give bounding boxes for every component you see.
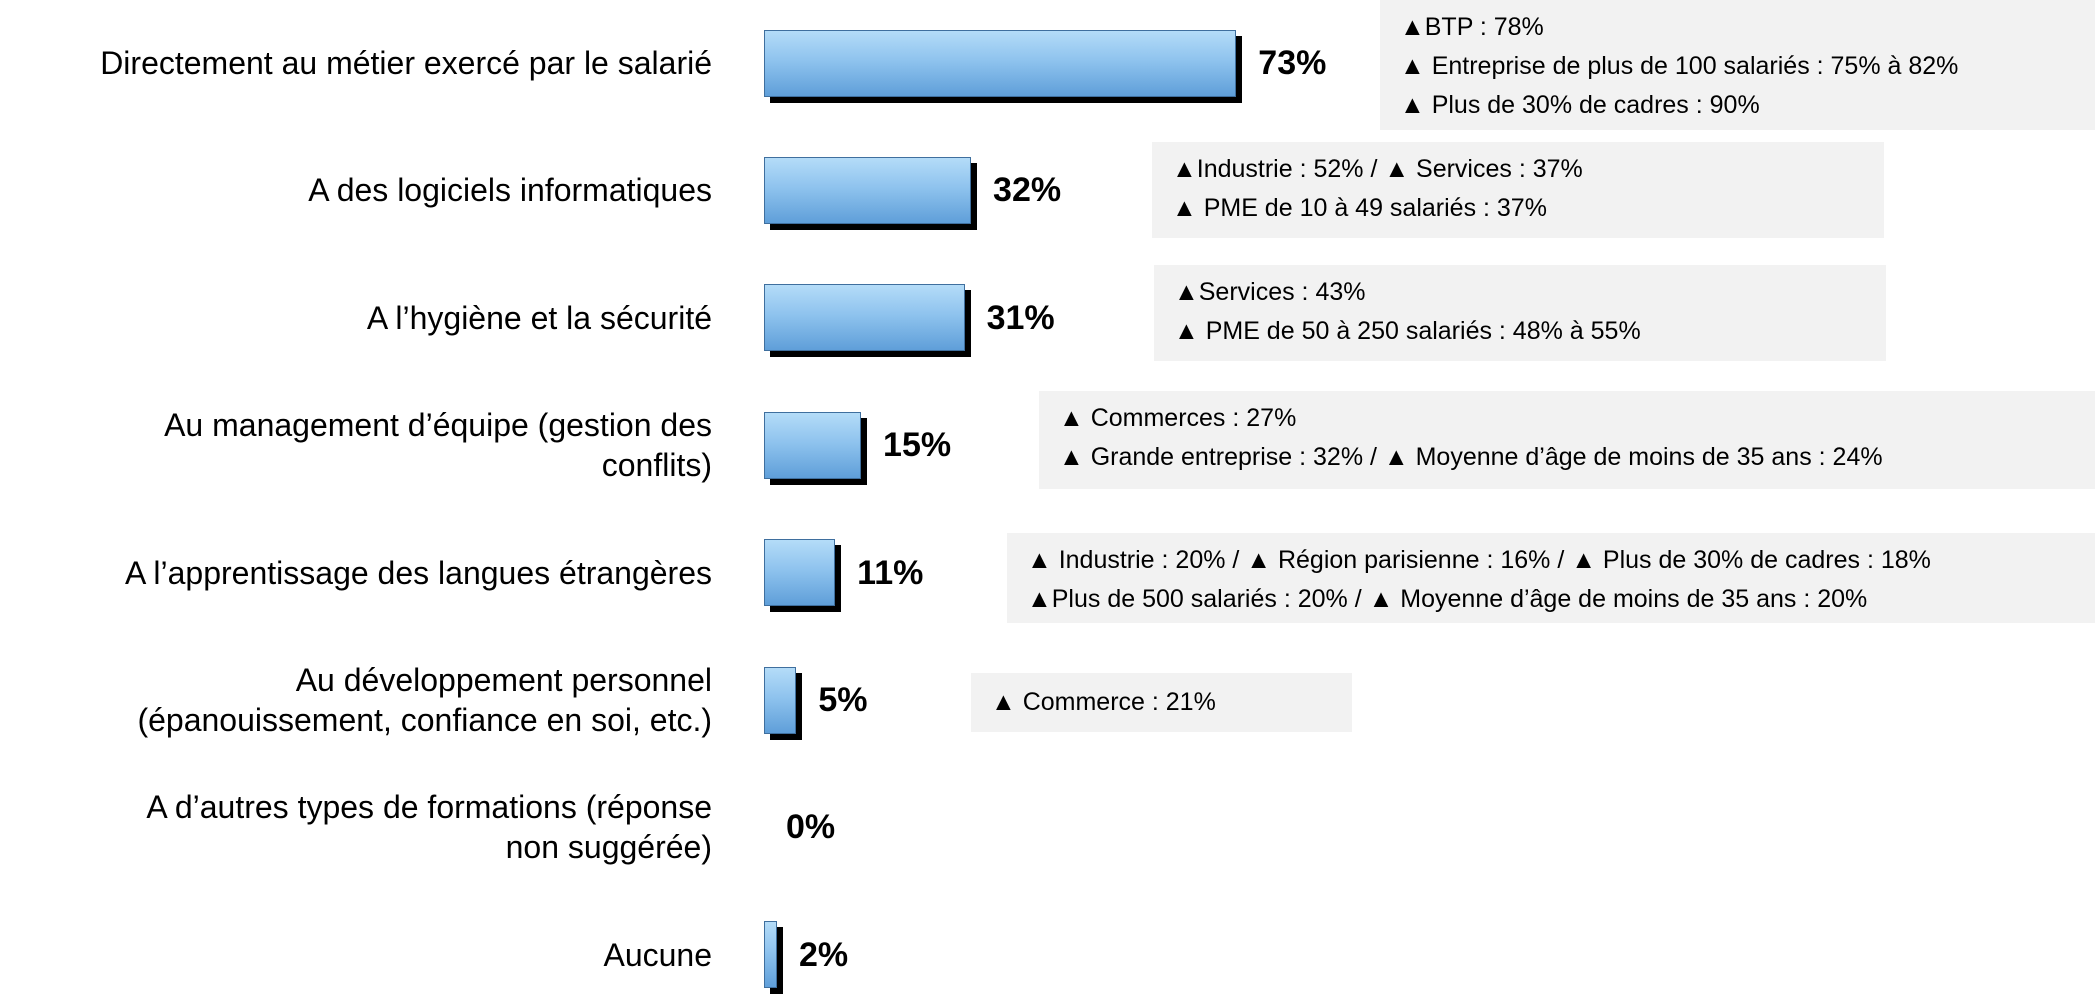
annotation-box: ▲Industrie : 52% / ▲ Services : 37% ▲ PME… bbox=[1152, 142, 1884, 238]
bar bbox=[764, 29, 1237, 97]
annotation-line: ▲Plus de 500 salariés : 20% / ▲ Moyenne … bbox=[1027, 585, 1868, 613]
value-label: 5% bbox=[818, 681, 868, 719]
category-label: Directement au métier exercé par le sala… bbox=[100, 45, 712, 81]
category-label: A des logiciels informatiques bbox=[308, 172, 712, 209]
bar bbox=[764, 284, 965, 352]
category-label: A d’autres types de formations (réponse … bbox=[146, 789, 712, 866]
value-label: 32% bbox=[993, 171, 1062, 210]
annotation-box: ▲ Industrie : 20% / ▲ Région parisienne … bbox=[1007, 533, 2095, 623]
annotation-box: ▲ Commerce : 21% bbox=[971, 673, 1352, 732]
bar bbox=[764, 666, 797, 734]
bar bbox=[764, 921, 777, 989]
value-label: 2% bbox=[798, 935, 849, 974]
annotation-line: ▲ Grande entreprise : 32% / ▲ Moyenne d’… bbox=[1059, 443, 1883, 471]
category-label: Aucune bbox=[603, 936, 712, 973]
annotation-line: ▲Industrie : 52% / ▲ Services : 37% bbox=[1172, 155, 1583, 183]
annotation-box: ▲ Commerces : 27% ▲ Grande entreprise : 3… bbox=[1039, 391, 2095, 489]
annotation-line: ▲ Plus de 30% de cadres : 90% bbox=[1400, 91, 1760, 119]
annotation-line: ▲ Commerce : 21% bbox=[991, 688, 1216, 716]
annotation-box: ▲BTP : 78% ▲ Entreprise de plus de 100 sa… bbox=[1380, 0, 2095, 130]
category-label: A l’apprentissage des langues étrangères bbox=[124, 554, 712, 591]
annotation-line: ▲BTP : 78% bbox=[1400, 13, 1544, 41]
annotation-line: ▲ PME de 50 à 250 salariés : 48% à 55% bbox=[1174, 317, 1641, 345]
annotation-line: ▲ Entreprise de plus de 100 salariés : 7… bbox=[1400, 52, 1959, 80]
bar bbox=[764, 539, 836, 607]
value-label: 73% bbox=[1258, 44, 1327, 82]
value-label: 31% bbox=[986, 298, 1055, 337]
annotation-line: ▲Services : 43% bbox=[1174, 278, 1366, 306]
category-label: Au développement personnel (épanouisseme… bbox=[137, 662, 712, 738]
category-label: A l’hygiène et la sécurité bbox=[366, 299, 712, 336]
value-label: 0% bbox=[786, 808, 836, 847]
value-label: 11% bbox=[857, 553, 924, 592]
annotation-line: ▲ PME de 10 à 49 salariés : 37% bbox=[1172, 194, 1547, 222]
value-label: 15% bbox=[883, 426, 952, 465]
annotation-box: ▲Services : 43% ▲ PME de 50 à 250 salarié… bbox=[1154, 265, 1886, 361]
annotation-line: ▲ Commerces : 27% bbox=[1059, 404, 1297, 432]
bar bbox=[764, 156, 972, 224]
annotation-line: ▲ Industrie : 20% / ▲ Région parisienne … bbox=[1027, 546, 1931, 574]
category-label: Au management d’équipe (gestion des conf… bbox=[164, 407, 712, 484]
bar bbox=[764, 411, 862, 479]
